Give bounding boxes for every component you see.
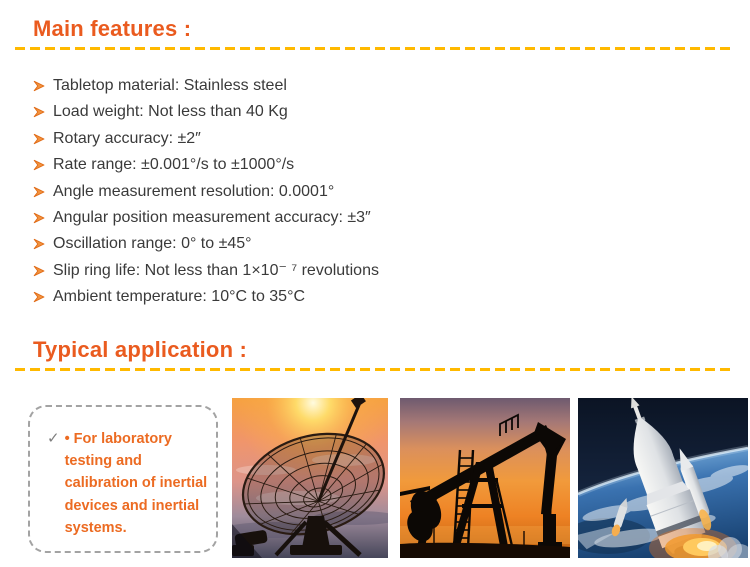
arrow-bullet-icon bbox=[33, 132, 45, 144]
feature-item: Tabletop material: Stainless steel bbox=[33, 77, 735, 95]
main-features-heading: Main features : bbox=[33, 16, 192, 41]
application-row: ✓ • For laboratory testing and calibrati… bbox=[28, 397, 748, 558]
arrow-bullet-icon bbox=[33, 237, 45, 250]
arrow-bullet-icon bbox=[33, 105, 45, 118]
arrow-bullet-icon bbox=[33, 158, 45, 171]
check-icon: ✓ bbox=[47, 429, 60, 447]
typical-application-section: Typical application : ✓ • For laboratory… bbox=[15, 336, 748, 558]
feature-item: Load weight: Not less than 40 Kg bbox=[33, 103, 735, 121]
feature-item: Oscillation range: 0° to ±45° bbox=[33, 235, 735, 253]
photo-rocket-launch bbox=[578, 397, 748, 558]
application-callout-box: ✓ • For laboratory testing and calibrati… bbox=[28, 404, 218, 553]
feature-item-label: Tabletop material: Stainless steel bbox=[53, 77, 287, 94]
photo-satellite-dish bbox=[232, 397, 388, 558]
typical-application-heading: Typical application : bbox=[33, 336, 248, 362]
feature-item-label: Ambient temperature: 10°C to 35°C bbox=[53, 288, 306, 306]
photo-oil-pumpjack bbox=[400, 397, 570, 558]
main-features-section: Main features : Tabletop material: Stain… bbox=[15, 16, 735, 307]
application-callout-text: • For laboratory testing and calibration… bbox=[64, 430, 208, 537]
feature-item: Slip ring life: Not less than 1×10⁻ ⁷ re… bbox=[33, 262, 735, 280]
arrow-bullet-icon bbox=[33, 211, 45, 224]
feature-item-label: Rate range: ±0.001°/s to ±1000°/s bbox=[53, 156, 295, 174]
arrow-bullet-icon bbox=[33, 185, 45, 197]
feature-item: Rotary accuracy: ±2″ bbox=[33, 130, 735, 148]
dashed-divider bbox=[15, 47, 735, 50]
arrow-bullet-icon bbox=[33, 264, 45, 276]
feature-list: Tabletop material: Stainless steel Load w… bbox=[33, 77, 735, 307]
feature-item-label: Slip ring life: Not less than 1×10⁻ ⁷ re… bbox=[53, 261, 379, 279]
feature-item-label: Oscillation range: 0° to ±45° bbox=[53, 235, 252, 253]
feature-item: Ambient temperature: 10°C to 35°C bbox=[33, 288, 735, 306]
feature-item: Angle measurement resolution: 0.0001° bbox=[33, 183, 735, 201]
feature-item-label: Angle measurement resolution: 0.0001° bbox=[53, 182, 335, 200]
arrow-bullet-icon bbox=[33, 290, 45, 303]
feature-item: Rate range: ±0.001°/s to ±1000°/s bbox=[33, 156, 735, 174]
dashed-divider bbox=[15, 367, 735, 371]
feature-item: Angular position measurement accuracy: ±… bbox=[33, 209, 735, 227]
feature-item-label: Rotary accuracy: ±2″ bbox=[53, 129, 201, 147]
arrow-bullet-icon bbox=[33, 79, 45, 92]
feature-item-label: Load weight: Not less than 40 Kg bbox=[53, 103, 288, 121]
feature-item-label: Angular position measurement accuracy: ±… bbox=[53, 208, 371, 226]
